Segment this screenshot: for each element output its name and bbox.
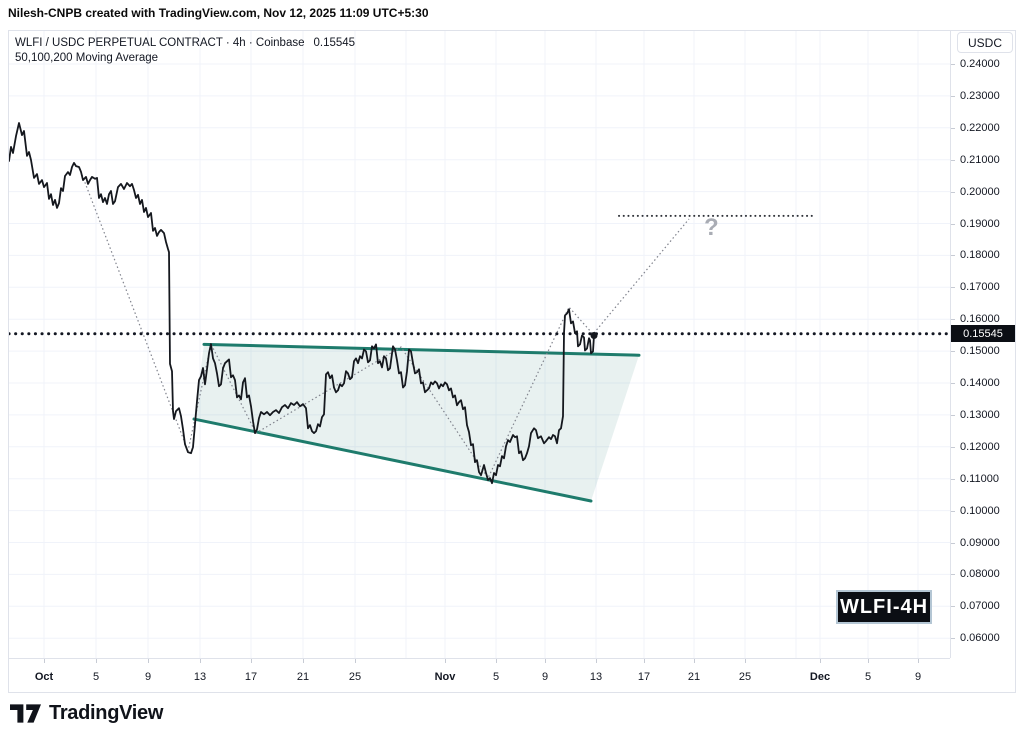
tradingview-logo-icon[interactable] [10, 704, 41, 723]
time-axis-tick [355, 659, 356, 663]
price-axis-label: 0.07000 [960, 600, 1000, 613]
time-axis-tick [96, 659, 97, 663]
time-axis-label: 9 [914, 671, 922, 683]
time-axis-tick [644, 659, 645, 663]
price-axis-label: 0.11000 [960, 472, 999, 485]
chart-frame: ? WLFI-4H WLFI / USDC PERPETUAL CONTRACT… [8, 30, 1016, 693]
time-axis-label: 21 [296, 671, 310, 683]
time-axis-tick [596, 659, 597, 663]
time-axis-label: Oct [34, 671, 54, 683]
price-axis-label: 0.15000 [960, 345, 1000, 358]
price-pane[interactable]: ? WLFI-4H [9, 31, 950, 658]
legend-symbol-row: WLFI / USDC PERPETUAL CONTRACT · 4h · Co… [15, 36, 355, 51]
price-axis-label: 0.17000 [960, 281, 1000, 294]
price-axis-tick [951, 255, 955, 257]
price-axis-tick [951, 638, 955, 640]
price-axis-label: 0.10000 [960, 504, 1000, 517]
time-axis-label: 9 [144, 671, 152, 683]
price-axis-tick [951, 542, 955, 544]
price-axis-tick [951, 351, 955, 353]
price-axis-tick [951, 64, 955, 65]
time-axis-label: 5 [492, 671, 500, 683]
price-axis-tick [951, 446, 955, 448]
price-axis-label: 0.19000 [960, 217, 1000, 230]
legend-last-price: 0.15545 [313, 37, 356, 49]
price-axis-label: 0.12000 [960, 440, 1000, 453]
time-axis-tick [694, 659, 695, 663]
time-axis-tick [745, 659, 746, 663]
time-axis-label: 5 [92, 671, 100, 683]
time-axis-label: 13 [193, 671, 207, 683]
price-axis-tick [951, 127, 955, 129]
target-question-mark[interactable]: ? [704, 214, 719, 241]
time-axis-tick [918, 659, 919, 663]
time-axis-label: Dec [809, 671, 831, 683]
time-axis-label: Nov [434, 671, 456, 683]
price-axis-label: 0.14000 [960, 377, 1000, 389]
symbol-timeframe-badge[interactable]: WLFI-4H [836, 590, 932, 624]
price-axis-tick [951, 383, 955, 384]
wedge-fill[interactable] [194, 344, 639, 502]
last-price-badge: 0.15545 [951, 325, 1015, 343]
price-axis-label: 0.24000 [960, 58, 1000, 70]
price-axis-tick [951, 510, 955, 512]
price-axis-label: 0.23000 [960, 89, 1000, 102]
time-axis-label: 17 [244, 671, 258, 683]
tradingview-logo-text[interactable]: TradingView [49, 702, 164, 724]
price-axis-label: 0.13000 [960, 408, 1000, 421]
legend-symbol-text: WLFI / USDC PERPETUAL CONTRACT · 4h · Co… [15, 37, 305, 49]
wedge-lower-trendline[interactable] [192, 417, 593, 503]
time-axis-tick [251, 659, 252, 663]
tradingview-footer: TradingView [10, 702, 163, 725]
time-axis-label: 13 [589, 671, 603, 683]
price-axis-label: 0.22000 [960, 121, 1000, 134]
price-line-series [9, 122, 595, 485]
time-axis-label: 25 [348, 671, 362, 683]
legend-moving-average-text: 50,100,200 Moving Average [15, 52, 159, 64]
time-axis[interactable]: Oct 5 9 13 17 21 25 Nov 5 9 13 17 21 25 Dec 5 9 [9, 658, 950, 692]
price-axis-tick [951, 191, 955, 193]
time-axis-label: 9 [541, 671, 549, 683]
time-axis-label: 25 [738, 671, 752, 683]
price-axis-label: 0.21000 [960, 153, 1000, 166]
time-axis-label: 5 [864, 671, 872, 683]
legend-indicator-row: 50,100,200 Moving Average [15, 51, 355, 66]
price-axis-label: 0.09000 [960, 536, 1000, 549]
price-axis-label: 0.06000 [960, 632, 1000, 645]
price-axis-tick [951, 223, 955, 225]
price-axis-label: 0.16000 [960, 313, 1000, 326]
price-axis-label: 0.08000 [960, 568, 1000, 581]
price-axis[interactable]: 0.24000 0.23000 0.22000 0.21000 0.20000 0.190… [950, 31, 1015, 658]
price-chart-svg[interactable] [9, 31, 950, 658]
price-axis-tick [951, 95, 955, 97]
currency-toggle-button[interactable]: USDC [957, 32, 1013, 53]
price-axis-tick [951, 414, 955, 416]
time-axis-tick [545, 659, 546, 663]
price-axis-tick [951, 287, 955, 289]
time-axis-tick [200, 659, 201, 663]
time-axis-label: 21 [687, 671, 701, 683]
price-axis-tick [951, 478, 955, 480]
last-price-dot [590, 331, 598, 339]
chart-legend[interactable]: WLFI / USDC PERPETUAL CONTRACT · 4h · Co… [15, 36, 355, 66]
price-axis-tick [951, 574, 955, 576]
price-axis-tick [951, 319, 955, 321]
time-axis-tick [303, 659, 304, 663]
time-axis-tick [148, 659, 149, 663]
price-axis-label: 0.18000 [960, 249, 1000, 262]
time-axis-tick [496, 659, 497, 663]
price-axis-label: 0.20000 [960, 185, 1000, 198]
price-axis-tick [951, 159, 955, 161]
time-axis-tick [44, 659, 45, 663]
time-axis-tick [868, 659, 869, 663]
time-axis-label: 17 [637, 671, 651, 683]
time-axis-tick [820, 659, 821, 663]
price-axis-tick [951, 606, 955, 608]
time-axis-tick [445, 659, 446, 663]
attribution-text: Nilesh-CNPB created with TradingView.com… [8, 6, 429, 20]
wedge-upper-trendline[interactable] [202, 342, 641, 357]
